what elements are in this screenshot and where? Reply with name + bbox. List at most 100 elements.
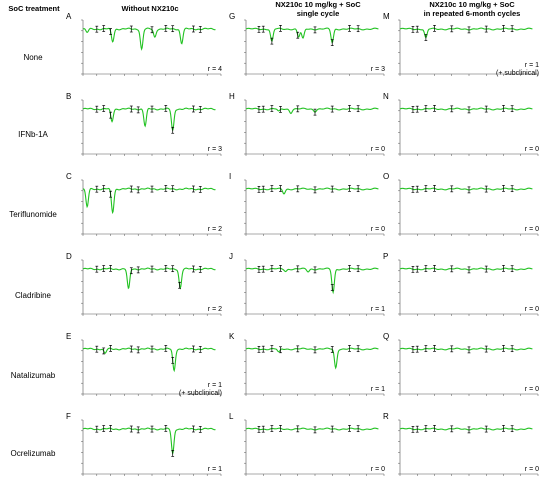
- error-bar: [257, 105, 261, 113]
- series-line: [245, 27, 379, 44]
- chart-r: [398, 419, 539, 476]
- error-bar: [95, 25, 99, 33]
- error-bar: [150, 185, 154, 193]
- panel-letter: O: [383, 172, 390, 181]
- error-bar: [296, 31, 300, 39]
- error-bar: [198, 186, 202, 193]
- subclinical-note: (+ subclinical): [179, 390, 222, 397]
- error-bar: [348, 105, 351, 112]
- error-bar: [95, 265, 99, 273]
- error-bar: [198, 346, 202, 353]
- error-bar: [296, 425, 300, 433]
- series-line: [82, 267, 216, 290]
- error-bar: [261, 345, 265, 353]
- error-bar: [484, 345, 488, 353]
- error-bar: [164, 185, 168, 192]
- error-bar: [502, 105, 505, 112]
- chart-m: [398, 19, 539, 76]
- error-bar: [510, 25, 514, 33]
- error-bar: [467, 186, 471, 194]
- error-bar: [484, 25, 488, 33]
- error-bar: [433, 265, 436, 272]
- header-soc-treatment: SoC treatment: [8, 4, 60, 13]
- relapse-count-label: r = 0: [371, 466, 385, 474]
- relapse-count: r = 0: [524, 306, 539, 313]
- relapse-count: r = 0: [370, 226, 385, 233]
- error-bar: [257, 265, 261, 273]
- error-bar: [450, 265, 454, 273]
- error-bar: [198, 426, 202, 433]
- error-bar: [198, 266, 202, 273]
- error-bar: [424, 425, 428, 432]
- error-bar: [270, 105, 274, 112]
- error-bar: [450, 425, 454, 433]
- error-bar: [502, 425, 505, 432]
- error-bar: [102, 265, 106, 272]
- chart-b: [81, 99, 222, 156]
- chart-f: [81, 419, 222, 476]
- error-bar: [198, 106, 202, 113]
- error-bar: [257, 345, 261, 353]
- error-bar: [510, 345, 514, 353]
- panel-letter: D: [66, 252, 72, 261]
- error-bar: [102, 25, 106, 32]
- series-line: [245, 107, 379, 115]
- error-bar: [433, 25, 436, 32]
- error-bar: [356, 425, 360, 433]
- error-bar: [164, 265, 168, 272]
- error-bar: [313, 108, 317, 116]
- error-bar: [257, 425, 261, 433]
- error-bar: [129, 105, 133, 113]
- error-bar: [109, 28, 112, 35]
- relapse-count-label: r = 3: [371, 66, 385, 74]
- error-bar: [330, 105, 334, 113]
- relapse-count: r = 0: [524, 226, 539, 233]
- error-bar: [171, 450, 175, 457]
- error-bar: [102, 425, 106, 432]
- error-bar: [102, 347, 106, 355]
- relapse-count-label: r = 0: [525, 146, 539, 154]
- error-bar: [136, 186, 140, 194]
- error-bar: [415, 105, 419, 113]
- error-bar: [502, 345, 505, 352]
- error-bar: [129, 25, 133, 33]
- error-bar: [261, 265, 265, 273]
- error-bar: [178, 281, 181, 289]
- error-bar: [109, 425, 112, 432]
- error-bar: [415, 425, 419, 433]
- error-bar: [150, 345, 154, 353]
- error-bar: [192, 265, 195, 273]
- header-single-cycle-line1: NX210c 10 mg/kg + SoC: [275, 0, 361, 9]
- error-bar: [450, 345, 454, 353]
- panel-letter: B: [66, 92, 72, 101]
- error-bar: [411, 345, 415, 353]
- panel-letter: H: [229, 92, 235, 101]
- chart-l: [244, 419, 385, 476]
- chart-j: [244, 259, 385, 316]
- error-bar: [171, 25, 175, 33]
- relapse-count-label: r = 2: [208, 226, 222, 234]
- error-bar: [424, 34, 428, 41]
- error-bar: [330, 284, 334, 291]
- relapse-count: r = 0: [370, 146, 385, 153]
- chart-a: [81, 19, 222, 76]
- error-bar: [171, 265, 175, 273]
- error-bar: [411, 25, 415, 33]
- error-bar: [484, 425, 488, 433]
- series-line: [399, 187, 533, 191]
- panel-letter: L: [229, 412, 234, 421]
- series-line: [399, 27, 533, 39]
- error-bar: [502, 25, 505, 32]
- relapse-count-label: r = 1: [371, 386, 385, 394]
- panel-letter: A: [66, 12, 72, 21]
- error-bar: [348, 265, 351, 272]
- error-bar: [150, 26, 154, 34]
